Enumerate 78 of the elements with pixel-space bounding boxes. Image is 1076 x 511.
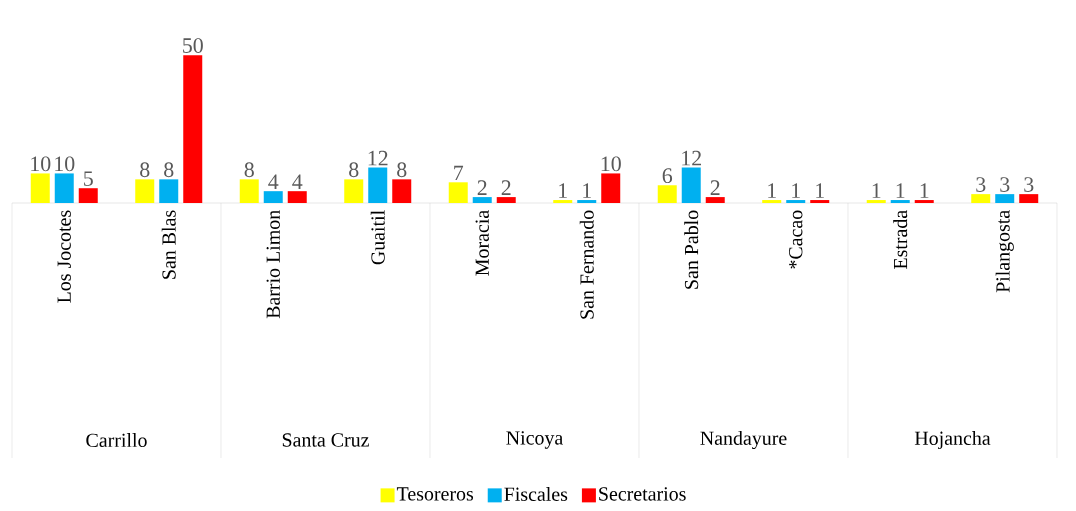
bar — [448, 182, 468, 203]
data-label: 12 — [682, 150, 701, 166]
bar — [344, 179, 364, 203]
x-tick-label: Pilangosta — [995, 210, 1014, 293]
x-tick-label: Barrio Limon — [266, 210, 280, 319]
data-label: 1 — [559, 183, 567, 198]
data-label: 4 — [268, 174, 279, 189]
bar — [995, 194, 1015, 203]
data-label: 4 — [292, 174, 303, 189]
data-label: 2 — [710, 180, 720, 195]
text: Nicoya — [506, 431, 563, 449]
bar — [705, 197, 725, 203]
data-label: 1 — [583, 183, 591, 198]
bar — [762, 200, 782, 203]
bar — [239, 179, 259, 203]
bar — [553, 200, 573, 203]
data-label: 7 — [454, 165, 464, 181]
x-tick-label: San Pablo — [684, 210, 699, 289]
bar — [287, 191, 307, 203]
bar — [54, 173, 74, 203]
text: Santa Cruz — [282, 433, 369, 447]
bar — [368, 167, 388, 203]
data-label: 8 — [397, 162, 407, 178]
x-tick-label: Estrada — [893, 210, 908, 270]
bar — [786, 200, 806, 203]
x-tick-label: Los Jocotes — [57, 210, 71, 303]
data-label: 8 — [349, 162, 359, 178]
data-label: 50 — [183, 38, 203, 53]
data-label: 1 — [920, 183, 929, 198]
bar — [1019, 194, 1039, 203]
data-label: 2 — [501, 180, 511, 195]
bar — [601, 173, 621, 203]
x-tick-label: San Fernando — [579, 210, 594, 319]
bar — [971, 194, 991, 203]
data-label: 2 — [477, 180, 487, 195]
data-label: 10 — [31, 156, 51, 172]
data-label: 6 — [662, 168, 673, 184]
data-label: 10 — [55, 156, 75, 172]
text: Nandayure — [700, 430, 787, 450]
x-tick-label: Moracia — [475, 210, 489, 276]
bar — [135, 179, 155, 203]
data-label: 1 — [896, 183, 905, 198]
data-label: 8 — [164, 162, 174, 178]
data-label: 8 — [244, 162, 254, 178]
bar — [914, 200, 934, 203]
bar — [496, 197, 516, 203]
legend-label: Fiscales — [504, 486, 568, 501]
text: Carrillo — [86, 432, 147, 448]
x-tick-label: *Cacao — [789, 210, 803, 269]
bar — [78, 188, 98, 203]
x-tick-label: San Blas — [161, 210, 176, 279]
data-label: 10 — [601, 156, 621, 172]
bar — [810, 200, 830, 203]
data-label: 3 — [1024, 177, 1034, 192]
bar — [263, 191, 283, 203]
data-label: 12 — [368, 150, 388, 166]
data-label: 3 — [976, 177, 986, 192]
text: Hojancha — [914, 430, 991, 450]
bar — [890, 200, 910, 203]
data-label: 1 — [816, 183, 824, 198]
data-label: 1 — [872, 183, 881, 198]
bar — [657, 185, 677, 203]
data-label: 5 — [84, 171, 93, 187]
bar — [577, 200, 597, 203]
bar — [183, 55, 203, 203]
bar — [866, 200, 886, 203]
bar — [392, 179, 412, 203]
data-label: 3 — [1000, 177, 1010, 192]
x-tick-label: Guaitil — [370, 210, 385, 265]
legend-label: Tesoreros — [396, 487, 474, 501]
data-label: 1 — [792, 183, 800, 198]
legend-label: Secretarios — [599, 487, 686, 501]
bar — [472, 197, 492, 203]
bar — [681, 167, 701, 203]
data-label: 1 — [768, 183, 776, 198]
bar — [159, 179, 179, 203]
bar — [30, 173, 50, 203]
data-label: 8 — [140, 162, 150, 178]
